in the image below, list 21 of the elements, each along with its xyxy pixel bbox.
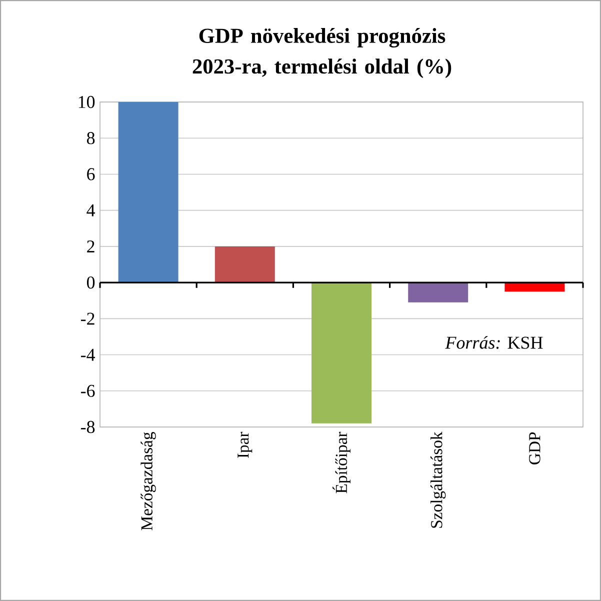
x-tick-label: Építőipar (332, 432, 350, 494)
x-tick-label: GDP (529, 432, 540, 464)
y-tick-label: -4 (80, 348, 96, 361)
x-tick-label: Szolgáltatások (430, 432, 446, 528)
chart-title: GDP növekedési prognózis 2023-ra, termelési oldal (%) (192, 28, 452, 78)
y-tick-label: -6 (80, 384, 95, 397)
y-tick-label: 8 (86, 132, 95, 144)
y-tick-label: -2 (80, 312, 94, 325)
bar (118, 102, 178, 283)
bar (408, 282, 468, 302)
y-tick-label: 0 (86, 276, 95, 289)
y-tick-label: -8 (80, 420, 95, 434)
bar (312, 282, 372, 424)
x-tick-label: Mezőgazdaság (140, 432, 156, 530)
annotation: Forrás: KSH (445, 336, 543, 349)
y-tick-label: 2 (87, 240, 94, 252)
y-tick-label: 4 (86, 204, 96, 216)
bar (214, 246, 275, 283)
y-tick-label: 10 (78, 96, 95, 108)
x-tick-label: Ipar (238, 432, 252, 458)
y-tick-label: 6 (87, 168, 95, 180)
